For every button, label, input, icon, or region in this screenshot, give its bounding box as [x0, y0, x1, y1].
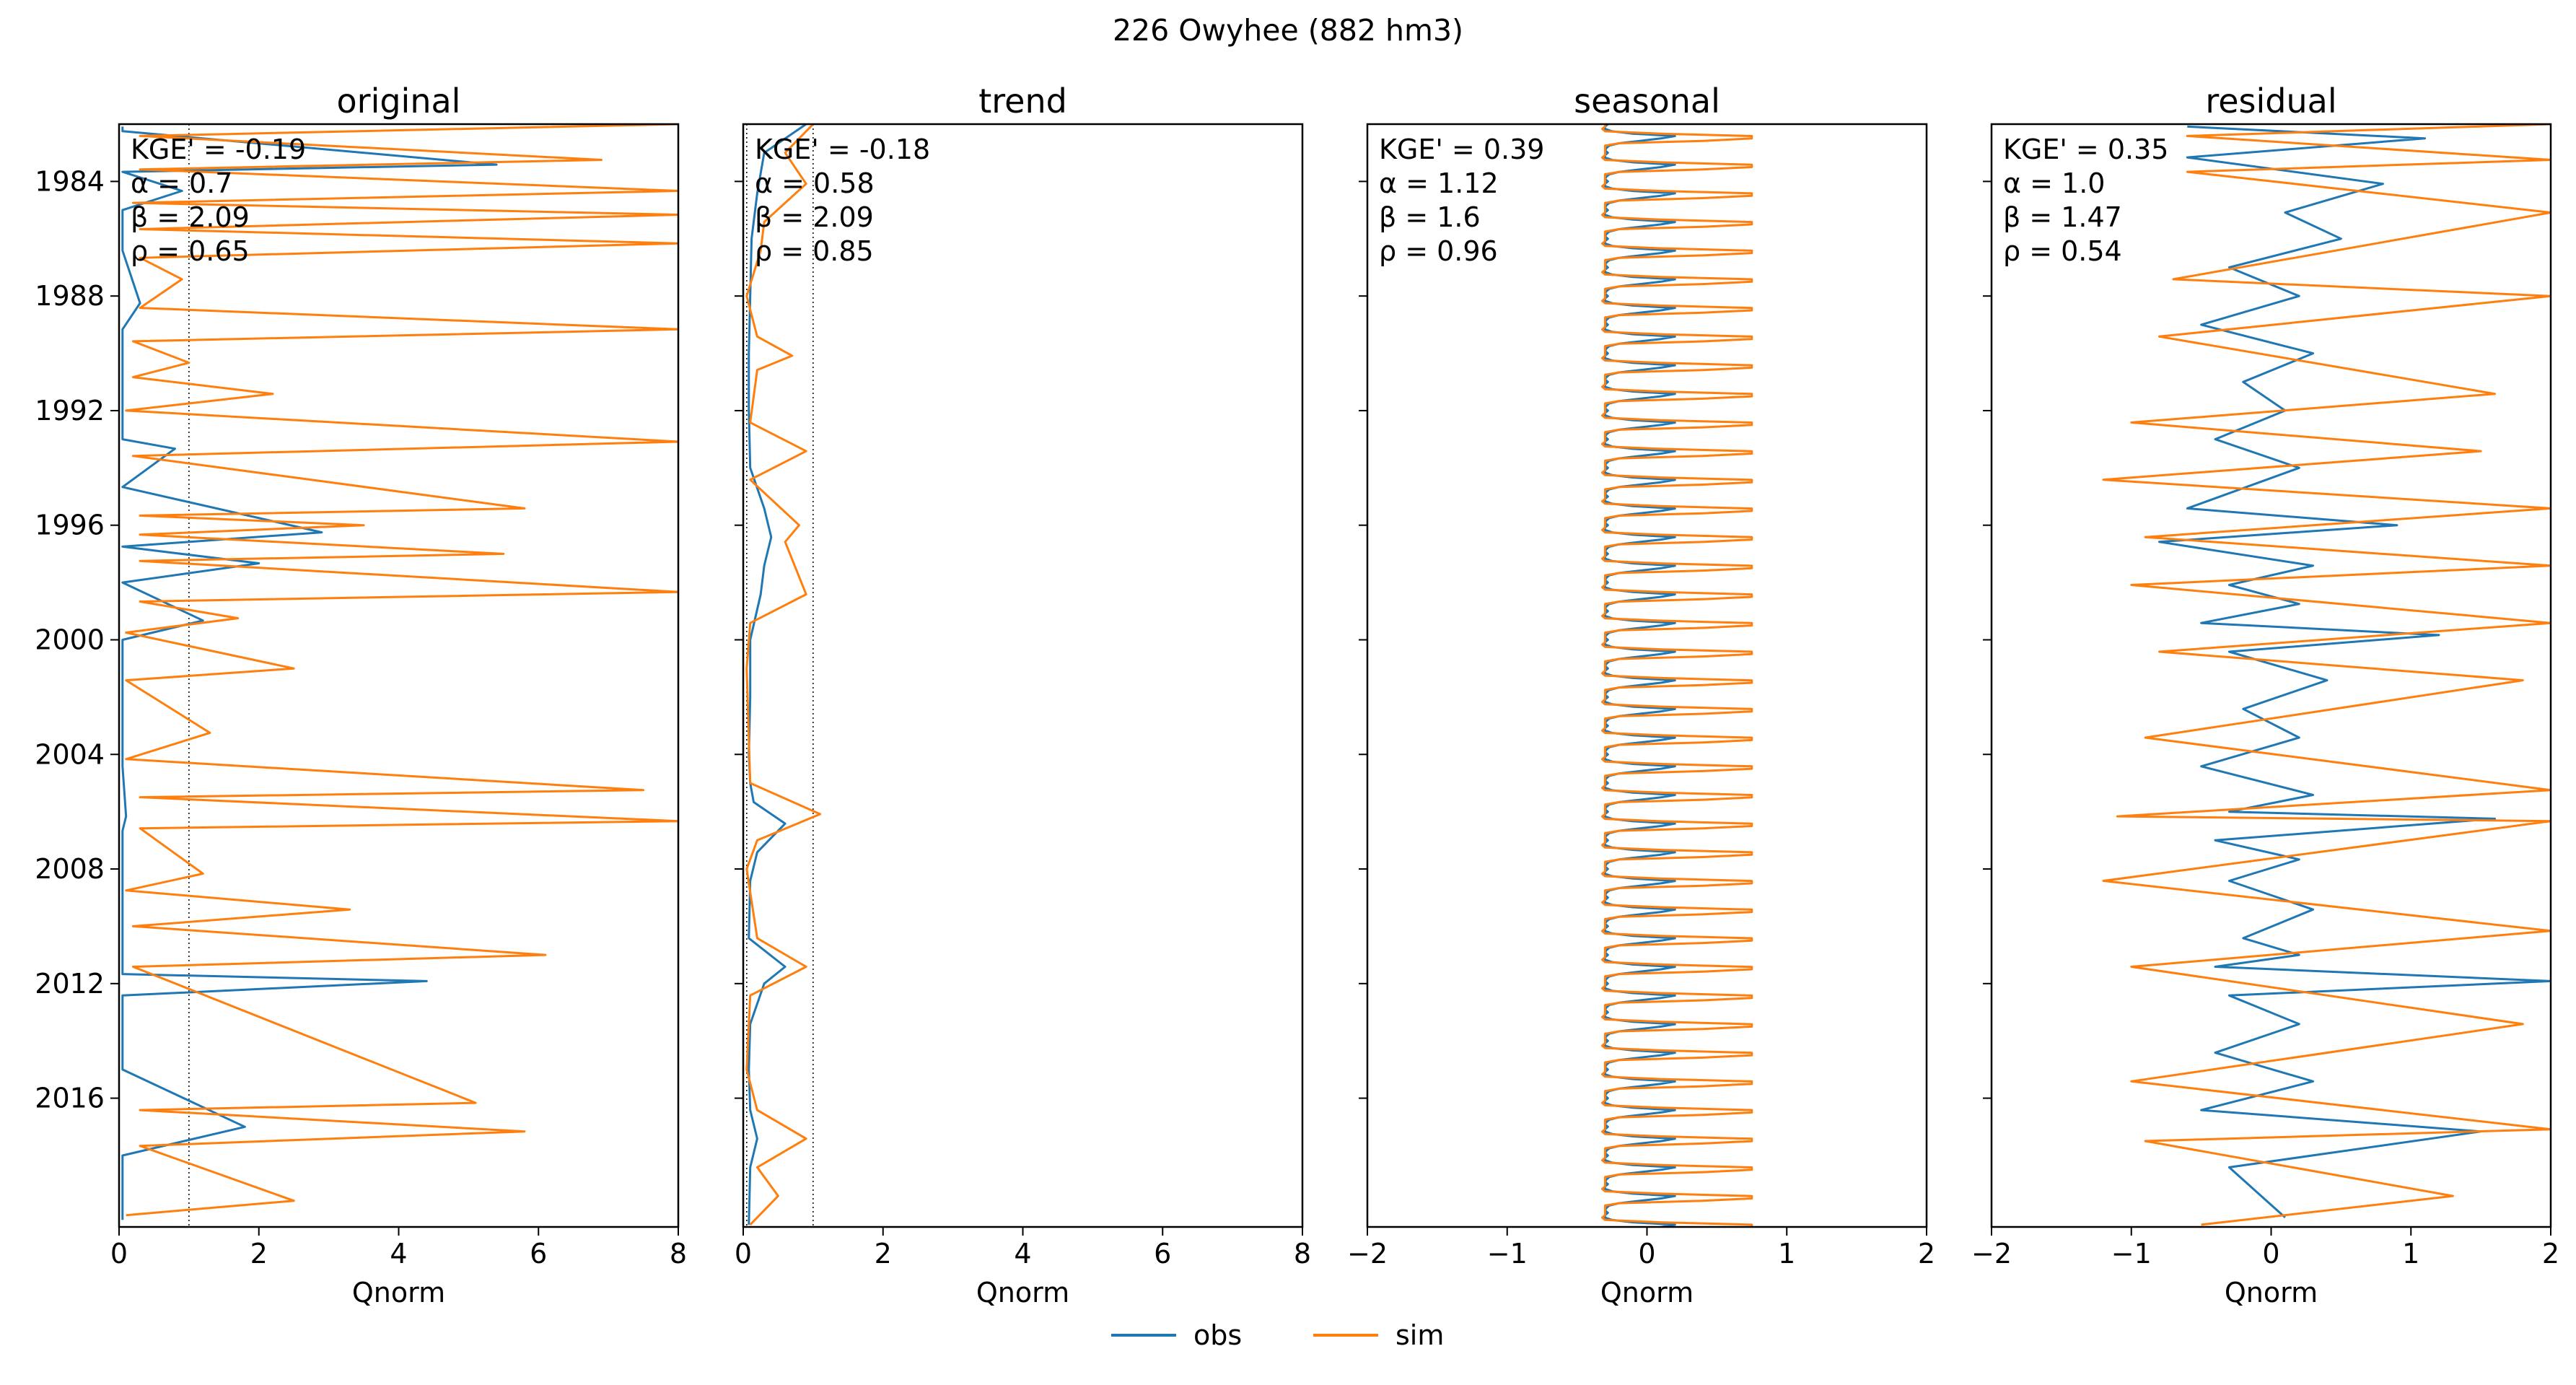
- y-tick-label: 2016: [35, 1083, 105, 1114]
- axes-frame: [742, 123, 1304, 1228]
- x-tick-label: 6: [530, 1238, 547, 1270]
- x-tick-label: −2: [1971, 1238, 2012, 1270]
- x-tick-label: 1: [2402, 1238, 2419, 1270]
- metric-text: ρ = 0.65: [131, 235, 250, 267]
- x-tick-label: 0: [1638, 1238, 1655, 1270]
- metric-text: ρ = 0.85: [755, 235, 874, 267]
- series-line-obs: [121, 126, 498, 1220]
- series-line-obs: [1603, 124, 1676, 1227]
- legend-swatch-sim: [1313, 1334, 1378, 1337]
- metric-text: α = 0.7: [131, 167, 232, 199]
- plot-area-original: [121, 124, 678, 1220]
- metric-text: ρ = 0.96: [1379, 235, 1498, 267]
- x-axis-label: Qnorm: [1600, 1277, 1694, 1308]
- x-tick-label: 0: [2262, 1238, 2279, 1270]
- series-line-sim: [2102, 124, 2551, 1226]
- panel-title: residual: [2205, 82, 2336, 121]
- metric-text: KGE' = -0.19: [131, 134, 306, 165]
- y-tick-label: 1988: [35, 280, 105, 312]
- series-line-sim: [1601, 124, 1753, 1227]
- y-tick-label: 2008: [35, 853, 105, 885]
- y-tick-label: 1984: [35, 165, 105, 197]
- y-tick-label: 2004: [35, 738, 105, 770]
- x-tick-label: 2: [875, 1238, 892, 1270]
- x-tick-label: 8: [1294, 1238, 1311, 1270]
- y-tick-label: 1996: [35, 510, 105, 541]
- metric-text: α = 1.12: [1379, 167, 1499, 199]
- panel-title: trend: [978, 82, 1067, 121]
- metric-text: α = 0.58: [755, 167, 875, 199]
- metric-text: β = 2.09: [131, 201, 250, 233]
- legend-item-sim: sim: [1313, 1314, 1444, 1357]
- panel-title: seasonal: [1574, 82, 1720, 121]
- y-tick-label: 2012: [35, 968, 105, 1000]
- panel-trend: trend 0 2 4 6 8 Qnorm KGE' = -0.18α = 0.58β = 2…: [735, 82, 1311, 1308]
- legend-label-obs: obs: [1193, 1319, 1243, 1351]
- series-line-obs: [748, 124, 807, 1225]
- figure-title: 226 Owyhee (882 hm3): [1112, 13, 1464, 48]
- metric-text: ρ = 0.54: [2003, 235, 2122, 267]
- x-axis-label: Qnorm: [352, 1277, 445, 1308]
- x-axis-label: Qnorm: [2225, 1277, 2318, 1308]
- x-tick-label: 4: [1014, 1238, 1031, 1270]
- panel-seasonal: seasonal −2 −1 0 1 2 Qnorm KGE' = 0.39α = 1.12β…: [1347, 82, 1935, 1308]
- series-line-sim: [125, 124, 678, 1217]
- metric-text: KGE' = -0.18: [755, 134, 930, 165]
- x-tick-label: 6: [1154, 1238, 1171, 1270]
- x-tick-label: 1: [1778, 1238, 1795, 1270]
- series-line-obs: [2158, 125, 2551, 1219]
- legend-swatch-obs: [1111, 1334, 1176, 1337]
- metric-text: KGE' = 0.39: [1379, 134, 1544, 165]
- plot-area-trend: [745, 124, 822, 1225]
- metric-text: β = 1.6: [1379, 201, 1481, 233]
- x-tick-label: 4: [390, 1238, 407, 1270]
- y-tick-label: 2000: [35, 624, 105, 655]
- plot-area-seasonal: [1601, 124, 1753, 1227]
- legend-label-sim: sim: [1396, 1319, 1445, 1351]
- x-tick-label: −1: [2111, 1238, 2152, 1270]
- panel-title: original: [337, 82, 461, 121]
- x-tick-label: 2: [2542, 1238, 2559, 1270]
- x-tick-label: 8: [670, 1238, 687, 1270]
- x-tick-label: 0: [735, 1238, 752, 1270]
- x-tick-label: −2: [1347, 1238, 1388, 1270]
- metric-text: β = 2.09: [755, 201, 874, 233]
- x-tick-label: 2: [250, 1238, 268, 1270]
- plot-area-residual: [2102, 124, 2551, 1226]
- y-tick-label: 1992: [35, 395, 105, 427]
- panel-residual: residual −2 −1 0 1 2 Qnorm KGE' = 0.35α = 1.0β …: [1971, 82, 2559, 1308]
- panel-original: original 0 2 4 6 8 Qnorm 1984 1988 1992 1996 2000 20…: [35, 82, 687, 1308]
- x-axis-label: Qnorm: [976, 1277, 1069, 1308]
- x-tick-label: −1: [1487, 1238, 1528, 1270]
- x-tick-label: 0: [110, 1238, 128, 1270]
- axes-frame: [1366, 123, 1928, 1228]
- legend: obs sim: [1111, 1314, 1486, 1357]
- legend-item-obs: obs: [1111, 1314, 1242, 1357]
- metric-text: α = 1.0: [2003, 167, 2105, 199]
- metric-text: KGE' = 0.35: [2003, 134, 2168, 165]
- x-tick-label: 2: [1918, 1238, 1935, 1270]
- metric-text: β = 1.47: [2003, 201, 2122, 233]
- series-line-sim: [745, 124, 822, 1225]
